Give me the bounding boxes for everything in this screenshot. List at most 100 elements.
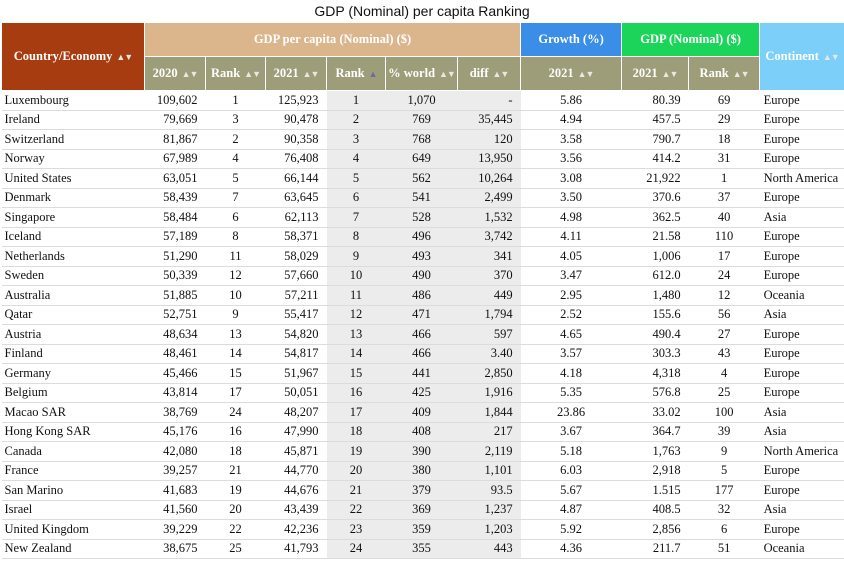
- country-cell: Switzerland: [1, 129, 145, 150]
- pct-world-cell: 390: [385, 441, 458, 462]
- nominal-rank-cell: 1: [688, 168, 760, 189]
- header-gdp-2021[interactable]: 2021 ▲▼: [265, 56, 327, 91]
- gdp-2020-cell: 45,466: [144, 363, 206, 384]
- sort-updown-icon[interactable]: ▲▼: [492, 69, 509, 80]
- pct-world-cell: 490: [385, 266, 458, 286]
- continent-cell: Europe: [759, 90, 844, 111]
- pct-world-cell: 528: [385, 207, 458, 228]
- diff-cell: 449: [457, 285, 521, 306]
- continent-cell: Europe: [759, 188, 844, 208]
- nominal-rank-cell: 40: [688, 207, 760, 228]
- growth-cell: 3.57: [520, 344, 622, 364]
- rank-2021-cell: 5: [326, 168, 386, 189]
- diff-cell: 341: [457, 246, 521, 267]
- sort-updown-icon[interactable]: ▲▼: [732, 69, 750, 80]
- rank-2020-cell: 11: [205, 246, 266, 267]
- nominal-rank-cell: 25: [688, 383, 760, 403]
- nominal-gdp-cell: 33.02: [621, 402, 689, 423]
- rank-2021-cell: 16: [326, 383, 386, 403]
- country-cell: Finland: [1, 344, 145, 364]
- sort-updown-icon[interactable]: ▲▼: [661, 69, 679, 80]
- table-row: Denmark 58,439 7 63,645 6 541 2,499 3.50 370.6 37…: [1, 188, 844, 208]
- header-gdp-2021-label: 2021: [273, 66, 299, 80]
- gdp-2021-cell: 125,923: [265, 90, 327, 111]
- header-diff[interactable]: diff ▲▼: [456, 56, 522, 91]
- continent-cell: Europe: [759, 480, 844, 501]
- rank-2021-cell: 6: [326, 188, 386, 208]
- continent-cell: North America: [759, 441, 844, 462]
- continent-cell: Europe: [759, 266, 844, 286]
- nominal-rank-cell: 56: [688, 305, 760, 325]
- nominal-gdp-cell: 21,922: [621, 168, 689, 189]
- growth-cell: 4.18: [520, 363, 622, 384]
- gdp-2020-cell: 51,290: [144, 246, 206, 267]
- header-nominal-2021[interactable]: 2021 ▲▼: [621, 56, 690, 91]
- nominal-gdp-cell: 21.58: [621, 227, 689, 247]
- header-gdp-2020[interactable]: 2020 ▲▼: [144, 56, 206, 91]
- country-cell: Austria: [1, 324, 145, 345]
- nominal-rank-cell: 27: [688, 324, 760, 345]
- continent-cell: Europe: [759, 227, 844, 247]
- pct-world-cell: 649: [385, 149, 458, 169]
- header-gdp-2020-label: 2020: [152, 66, 178, 80]
- header-growth-2021[interactable]: 2021 ▲▼: [520, 56, 623, 91]
- growth-cell: 3.67: [520, 422, 622, 442]
- sort-updown-icon[interactable]: ▲▼: [577, 69, 595, 80]
- header-country[interactable]: Country/Economy ▲▼: [1, 22, 145, 91]
- header-pct-world[interactable]: % world ▲▼: [385, 56, 458, 91]
- growth-cell: 3.56: [520, 149, 622, 169]
- growth-cell: 3.50: [520, 188, 622, 208]
- nominal-gdp-cell: 414.2: [621, 149, 689, 169]
- rank-2021-cell: 23: [326, 519, 386, 540]
- country-cell: San Marino: [1, 480, 145, 501]
- growth-cell: 5.67: [520, 480, 622, 501]
- nominal-rank-cell: 69: [688, 90, 760, 111]
- country-cell: Iceland: [1, 227, 145, 247]
- diff-cell: 1,237: [457, 500, 521, 520]
- table-row: Switzerland 81,867 2 90,358 3 768 120 3.58 790.7…: [1, 129, 844, 150]
- growth-cell: 4.94: [520, 110, 622, 130]
- country-cell: France: [1, 461, 145, 481]
- continent-cell: Europe: [759, 344, 844, 364]
- table-row: Qatar 52,751 9 55,417 12 471 1,794 2.52 155.6 56 A…: [1, 305, 844, 325]
- gdp-2020-cell: 41,683: [144, 480, 206, 501]
- sort-updown-icon[interactable]: ▲▼: [302, 69, 320, 80]
- sort-updown-icon[interactable]: ▲▼: [116, 52, 133, 63]
- rank-2020-cell: 8: [205, 227, 266, 247]
- continent-cell: Oceania: [759, 539, 844, 559]
- sort-updown-icon[interactable]: ▲▼: [822, 52, 840, 63]
- gdp-2021-cell: 47,990: [265, 422, 327, 442]
- nominal-rank-cell: 43: [688, 344, 760, 364]
- nominal-gdp-cell: 1.515: [621, 480, 689, 501]
- sort-updown-icon[interactable]: ▲▼: [244, 69, 261, 80]
- growth-cell: 5.18: [520, 441, 622, 462]
- nominal-gdp-cell: 490.4: [621, 324, 689, 345]
- pct-world-cell: 380: [385, 461, 458, 481]
- gdp-2021-cell: 41,793: [265, 539, 327, 559]
- nominal-rank-cell: 110: [688, 227, 760, 247]
- header-nominal-rank[interactable]: Rank ▲▼: [688, 56, 761, 91]
- gdp-2021-cell: 54,817: [265, 344, 327, 364]
- sort-updown-icon[interactable]: ▲▼: [439, 69, 456, 80]
- rank-2020-cell: 15: [205, 363, 266, 384]
- pct-world-cell: 425: [385, 383, 458, 403]
- pct-world-cell: 1,070: [385, 90, 458, 111]
- pct-world-cell: 493: [385, 246, 458, 267]
- sort-up-icon[interactable]: ▲: [368, 69, 378, 80]
- table-row: United Kingdom 39,229 22 42,236 23 359 1,203 5.…: [1, 519, 844, 540]
- sort-updown-icon[interactable]: ▲▼: [181, 69, 199, 80]
- rank-2020-cell: 14: [205, 344, 266, 364]
- diff-cell: 10,264: [457, 168, 521, 189]
- header-continent[interactable]: Continent ▲▼: [759, 22, 844, 91]
- continent-cell: Asia: [759, 422, 844, 442]
- header-diff-label: diff: [469, 66, 489, 80]
- continent-cell: North America: [759, 168, 844, 189]
- header-rank-2021[interactable]: Rank ▲: [326, 56, 386, 91]
- nominal-gdp-cell: 457.5: [621, 110, 689, 130]
- header-rank-2020[interactable]: Rank ▲▼: [205, 56, 266, 91]
- diff-cell: 1,794: [457, 305, 521, 325]
- country-cell: Belgium: [1, 383, 145, 403]
- rank-2020-cell: 19: [205, 480, 266, 501]
- gdp-2020-cell: 79,669: [144, 110, 206, 130]
- nominal-rank-cell: 31: [688, 149, 760, 169]
